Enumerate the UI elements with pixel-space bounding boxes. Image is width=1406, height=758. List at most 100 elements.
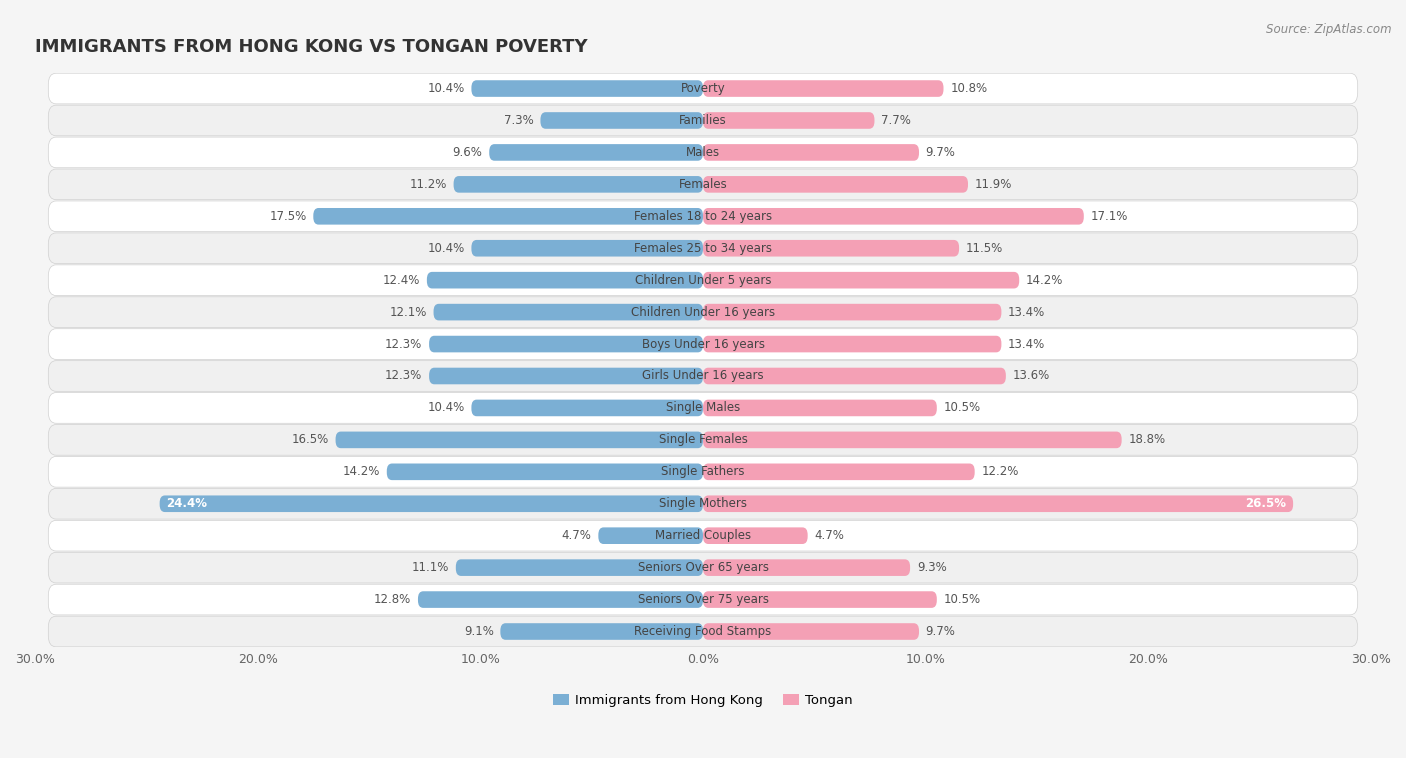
FancyBboxPatch shape [703, 368, 1005, 384]
Text: 13.4%: 13.4% [1008, 305, 1045, 318]
Text: 9.1%: 9.1% [464, 625, 494, 638]
Text: 11.5%: 11.5% [966, 242, 1002, 255]
FancyBboxPatch shape [48, 393, 1358, 423]
FancyBboxPatch shape [48, 233, 1358, 264]
Text: Poverty: Poverty [681, 82, 725, 95]
Text: IMMIGRANTS FROM HONG KONG VS TONGAN POVERTY: IMMIGRANTS FROM HONG KONG VS TONGAN POVE… [35, 38, 588, 56]
FancyBboxPatch shape [703, 528, 807, 544]
Text: 7.3%: 7.3% [503, 114, 534, 127]
Text: Females: Females [679, 178, 727, 191]
Text: 11.2%: 11.2% [409, 178, 447, 191]
FancyBboxPatch shape [471, 240, 703, 256]
FancyBboxPatch shape [703, 496, 1294, 512]
FancyBboxPatch shape [703, 399, 936, 416]
Text: 4.7%: 4.7% [562, 529, 592, 542]
FancyBboxPatch shape [418, 591, 703, 608]
FancyBboxPatch shape [703, 559, 910, 576]
FancyBboxPatch shape [703, 591, 936, 608]
FancyBboxPatch shape [48, 424, 1358, 456]
FancyBboxPatch shape [48, 553, 1358, 583]
Text: 18.8%: 18.8% [1129, 434, 1166, 446]
Text: 10.4%: 10.4% [427, 402, 465, 415]
Text: 10.8%: 10.8% [950, 82, 987, 95]
Text: Single Males: Single Males [666, 402, 740, 415]
Text: Receiving Food Stamps: Receiving Food Stamps [634, 625, 772, 638]
FancyBboxPatch shape [48, 201, 1358, 232]
FancyBboxPatch shape [314, 208, 703, 224]
FancyBboxPatch shape [48, 105, 1358, 136]
FancyBboxPatch shape [540, 112, 703, 129]
FancyBboxPatch shape [48, 584, 1358, 615]
FancyBboxPatch shape [48, 137, 1358, 168]
Text: Males: Males [686, 146, 720, 159]
Legend: Immigrants from Hong Kong, Tongan: Immigrants from Hong Kong, Tongan [548, 688, 858, 713]
FancyBboxPatch shape [703, 80, 943, 97]
Text: 17.5%: 17.5% [270, 210, 307, 223]
FancyBboxPatch shape [48, 169, 1358, 199]
Text: 10.5%: 10.5% [943, 402, 980, 415]
FancyBboxPatch shape [703, 144, 920, 161]
Text: Females 18 to 24 years: Females 18 to 24 years [634, 210, 772, 223]
Text: 10.4%: 10.4% [427, 82, 465, 95]
FancyBboxPatch shape [471, 80, 703, 97]
Text: 26.5%: 26.5% [1246, 497, 1286, 510]
FancyBboxPatch shape [429, 336, 703, 352]
FancyBboxPatch shape [454, 176, 703, 193]
Text: 7.7%: 7.7% [882, 114, 911, 127]
FancyBboxPatch shape [160, 496, 703, 512]
Text: 11.9%: 11.9% [974, 178, 1012, 191]
Text: 12.3%: 12.3% [385, 369, 422, 383]
Text: 12.3%: 12.3% [385, 337, 422, 350]
FancyBboxPatch shape [48, 361, 1358, 391]
FancyBboxPatch shape [48, 520, 1358, 551]
FancyBboxPatch shape [427, 272, 703, 289]
Text: 17.1%: 17.1% [1091, 210, 1128, 223]
Text: Seniors Over 65 years: Seniors Over 65 years [637, 561, 769, 574]
Text: Married Couples: Married Couples [655, 529, 751, 542]
Text: 14.2%: 14.2% [1026, 274, 1063, 287]
FancyBboxPatch shape [703, 176, 967, 193]
Text: Families: Families [679, 114, 727, 127]
Text: 9.7%: 9.7% [925, 625, 956, 638]
Text: Single Females: Single Females [658, 434, 748, 446]
Text: 24.4%: 24.4% [166, 497, 207, 510]
Text: Seniors Over 75 years: Seniors Over 75 years [637, 593, 769, 606]
Text: 9.6%: 9.6% [453, 146, 482, 159]
Text: 10.4%: 10.4% [427, 242, 465, 255]
Text: Children Under 5 years: Children Under 5 years [634, 274, 772, 287]
FancyBboxPatch shape [433, 304, 703, 321]
FancyBboxPatch shape [456, 559, 703, 576]
Text: 12.2%: 12.2% [981, 465, 1019, 478]
FancyBboxPatch shape [703, 272, 1019, 289]
Text: Source: ZipAtlas.com: Source: ZipAtlas.com [1267, 23, 1392, 36]
Text: Children Under 16 years: Children Under 16 years [631, 305, 775, 318]
FancyBboxPatch shape [48, 74, 1358, 104]
Text: 9.3%: 9.3% [917, 561, 946, 574]
FancyBboxPatch shape [48, 488, 1358, 519]
FancyBboxPatch shape [703, 112, 875, 129]
Text: Single Mothers: Single Mothers [659, 497, 747, 510]
FancyBboxPatch shape [471, 399, 703, 416]
FancyBboxPatch shape [703, 431, 1122, 448]
Text: 4.7%: 4.7% [814, 529, 844, 542]
Text: 12.8%: 12.8% [374, 593, 412, 606]
FancyBboxPatch shape [703, 208, 1084, 224]
Text: 14.2%: 14.2% [343, 465, 380, 478]
Text: 16.5%: 16.5% [291, 434, 329, 446]
Text: 12.4%: 12.4% [382, 274, 420, 287]
Text: 9.7%: 9.7% [925, 146, 956, 159]
Text: 10.5%: 10.5% [943, 593, 980, 606]
Text: Boys Under 16 years: Boys Under 16 years [641, 337, 765, 350]
Text: 13.4%: 13.4% [1008, 337, 1045, 350]
FancyBboxPatch shape [703, 336, 1001, 352]
FancyBboxPatch shape [48, 616, 1358, 647]
FancyBboxPatch shape [48, 297, 1358, 327]
Text: Girls Under 16 years: Girls Under 16 years [643, 369, 763, 383]
FancyBboxPatch shape [429, 368, 703, 384]
FancyBboxPatch shape [48, 265, 1358, 296]
FancyBboxPatch shape [48, 456, 1358, 487]
FancyBboxPatch shape [387, 463, 703, 480]
FancyBboxPatch shape [489, 144, 703, 161]
FancyBboxPatch shape [703, 304, 1001, 321]
FancyBboxPatch shape [703, 240, 959, 256]
